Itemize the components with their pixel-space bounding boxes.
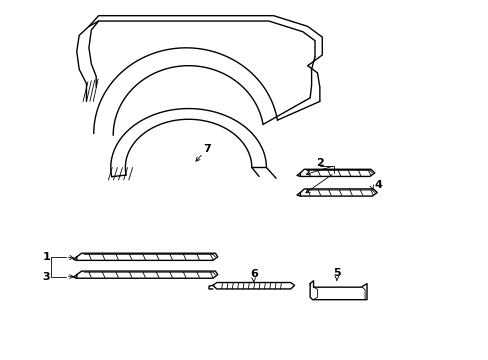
Text: 1: 1	[42, 252, 50, 262]
Text: 6: 6	[249, 269, 257, 279]
Text: 5: 5	[332, 268, 340, 278]
Text: 3: 3	[42, 272, 50, 282]
Text: 4: 4	[373, 180, 381, 190]
Text: 7: 7	[203, 144, 210, 154]
Text: 2: 2	[315, 158, 323, 168]
